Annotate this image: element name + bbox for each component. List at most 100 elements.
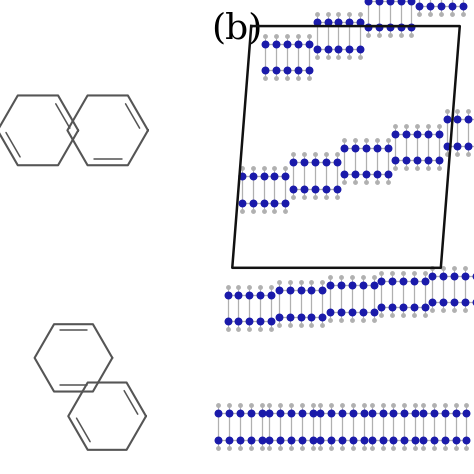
Point <box>224 326 231 333</box>
Point <box>256 326 264 333</box>
Point <box>313 18 320 26</box>
Point <box>413 164 421 172</box>
Point <box>452 444 459 452</box>
Point <box>441 444 448 452</box>
Point <box>273 74 280 82</box>
Point <box>313 53 320 61</box>
Point <box>435 130 443 137</box>
Point <box>246 326 253 333</box>
Point <box>351 144 359 152</box>
Point <box>360 444 368 452</box>
Point <box>362 179 370 186</box>
Point <box>298 436 306 444</box>
Point <box>247 401 255 409</box>
Point <box>324 10 331 18</box>
Point <box>401 436 408 444</box>
Point <box>225 401 233 409</box>
Point <box>435 156 443 164</box>
Point <box>282 199 289 207</box>
Point <box>349 410 357 417</box>
Point <box>258 436 265 444</box>
Point <box>379 410 386 417</box>
Point <box>452 401 459 409</box>
Point <box>388 303 396 311</box>
Point <box>319 321 326 328</box>
Point <box>265 444 273 452</box>
Point <box>249 164 256 172</box>
Point <box>265 401 273 409</box>
Point <box>390 444 397 452</box>
Point <box>267 326 275 333</box>
Point <box>359 282 366 289</box>
Point <box>258 401 265 409</box>
Point <box>424 130 432 137</box>
Point <box>297 313 304 320</box>
Point <box>411 401 419 409</box>
Point <box>311 158 319 166</box>
Point <box>463 410 470 417</box>
Point <box>348 316 356 324</box>
Point <box>333 193 340 201</box>
Point <box>408 32 415 39</box>
Point <box>313 45 320 53</box>
Point <box>294 40 302 47</box>
Point <box>287 401 295 409</box>
Point <box>392 130 399 137</box>
Point <box>351 171 359 178</box>
Point <box>452 410 459 417</box>
Point <box>335 10 342 18</box>
Point <box>362 171 370 178</box>
Point <box>300 150 308 158</box>
Point <box>346 45 353 53</box>
Point <box>386 0 393 5</box>
Point <box>246 318 253 325</box>
Point <box>328 444 335 452</box>
Point <box>322 193 329 201</box>
Point <box>459 10 466 18</box>
Point <box>439 272 447 280</box>
Point <box>443 108 450 115</box>
Point <box>454 150 461 158</box>
Point <box>368 410 375 417</box>
Point <box>283 66 291 74</box>
Point <box>322 150 329 158</box>
Point <box>348 308 356 316</box>
Point <box>225 410 233 417</box>
Point <box>340 171 348 178</box>
Point <box>439 307 447 314</box>
Point <box>450 299 458 306</box>
Point <box>386 32 393 39</box>
Point <box>437 10 445 18</box>
Point <box>439 264 447 272</box>
Point <box>335 18 342 26</box>
Point <box>421 277 428 284</box>
Point <box>388 269 396 276</box>
Point <box>362 144 370 152</box>
Point <box>377 277 385 284</box>
Point <box>308 313 315 320</box>
Point <box>411 436 419 444</box>
Point <box>450 272 458 280</box>
Point <box>326 273 334 281</box>
Point <box>324 53 331 61</box>
Point <box>308 278 315 286</box>
Point <box>289 150 297 158</box>
Point <box>346 18 353 26</box>
Point <box>413 130 421 137</box>
Point <box>450 264 458 272</box>
Point <box>390 410 397 417</box>
Point <box>373 171 381 178</box>
Point <box>247 410 255 417</box>
Point <box>452 436 459 444</box>
Point <box>461 264 469 272</box>
Point <box>402 164 410 172</box>
Point <box>364 32 372 39</box>
Point <box>300 193 308 201</box>
Point <box>283 74 291 82</box>
Point <box>373 144 381 152</box>
Point <box>286 321 293 328</box>
Point <box>356 45 364 53</box>
Point <box>309 410 317 417</box>
Point <box>298 401 306 409</box>
Point <box>340 179 348 186</box>
